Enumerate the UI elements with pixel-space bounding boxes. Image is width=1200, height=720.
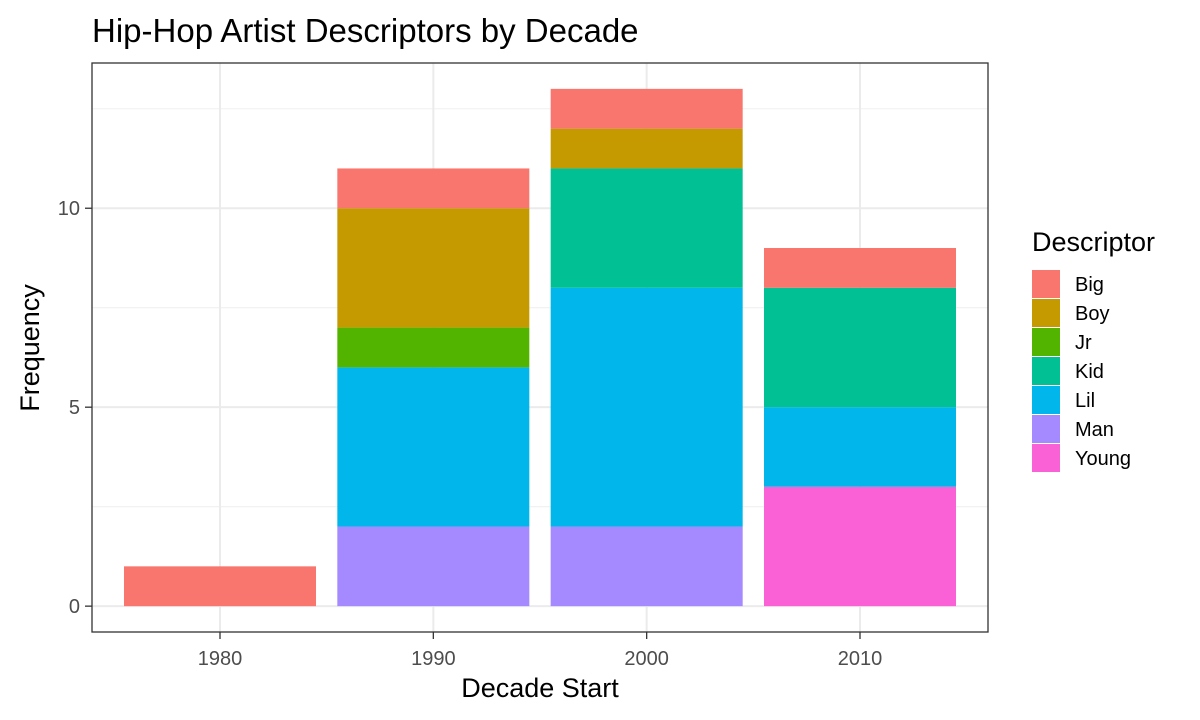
chart-title: Hip-Hop Artist Descriptors by Decade — [92, 12, 639, 49]
bar-young-2010 — [764, 486, 956, 607]
legend: Descriptor Big Boy Jr Kid Lil Man Young — [1032, 227, 1155, 472]
bar-man-2000 — [550, 526, 743, 607]
legend-label-big: Big — [1075, 274, 1104, 296]
legend-key-young — [1032, 444, 1060, 472]
y-axis: 0 5 10 — [58, 198, 92, 618]
legend-label-jr: Jr — [1075, 332, 1092, 354]
bars — [124, 88, 956, 607]
bar-big-2000 — [550, 88, 743, 129]
legend-key-boy — [1032, 299, 1060, 327]
y-tick-label: 0 — [69, 596, 80, 618]
legend-key-kid — [1032, 357, 1060, 385]
legend-title: Descriptor — [1032, 227, 1155, 257]
bar-boy-1990 — [337, 208, 530, 328]
bar-kid-2010 — [764, 287, 956, 408]
bar-lil-1990 — [337, 367, 530, 527]
y-tick-label: 10 — [58, 198, 80, 220]
bar-lil-2010 — [764, 407, 956, 487]
bar-boy-2000 — [550, 128, 743, 169]
bar-big-1980 — [124, 566, 316, 607]
bar-jr-1990 — [337, 327, 530, 368]
bar-kid-2000 — [550, 168, 743, 288]
legend-items: Big Boy Jr Kid Lil Man Young — [1032, 270, 1131, 472]
x-tick-label: 2010 — [838, 648, 883, 670]
bar-man-1990 — [337, 526, 530, 607]
plot-panel-border — [91, 62, 989, 633]
legend-key-lil — [1032, 386, 1060, 414]
x-axis: 1980 1990 2000 2010 — [198, 632, 883, 670]
legend-label-man: Man — [1075, 419, 1114, 441]
legend-label-lil: Lil — [1075, 390, 1095, 412]
bar-lil-2000 — [550, 287, 743, 527]
x-tick-label: 1980 — [198, 648, 243, 670]
legend-key-big — [1032, 270, 1060, 298]
legend-label-kid: Kid — [1075, 361, 1104, 383]
x-tick-label: 2000 — [624, 648, 669, 670]
x-axis-title: Decade Start — [461, 673, 619, 703]
legend-label-young: Young — [1075, 448, 1131, 470]
y-tick-label: 5 — [69, 397, 80, 419]
bar-big-2010 — [764, 248, 956, 288]
legend-key-jr — [1032, 328, 1060, 356]
bar-big-1990 — [337, 168, 530, 209]
legend-label-boy: Boy — [1075, 303, 1109, 325]
x-tick-label: 1990 — [411, 648, 456, 670]
legend-key-man — [1032, 415, 1060, 443]
y-axis-title: Frequency — [15, 284, 45, 412]
